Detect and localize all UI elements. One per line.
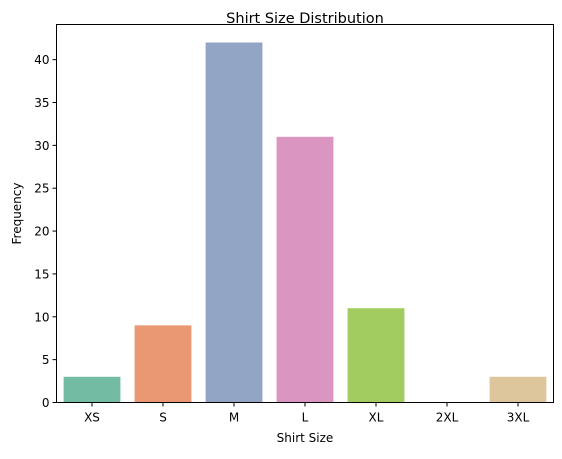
- y-tick-label: 10: [34, 310, 49, 324]
- y-axis-title: Frequency: [10, 183, 24, 245]
- x-tick-label: 3XL: [507, 411, 530, 425]
- y-tick-label: 5: [42, 353, 50, 367]
- bar-m: [206, 43, 263, 403]
- y-tick-label: 20: [34, 225, 49, 239]
- x-tick-label: S: [159, 411, 167, 425]
- bars-layer: [64, 43, 547, 403]
- y-axis-ticks: 0 5 10 15 20 25 30 35 40: [34, 53, 56, 410]
- bar-xl: [348, 308, 405, 402]
- chart-title: Shirt Size Distribution: [226, 11, 384, 27]
- y-tick-label: 0: [42, 396, 50, 410]
- x-tick-label: M: [229, 411, 239, 425]
- x-tick-label: L: [302, 411, 309, 425]
- x-tick-label: 2XL: [436, 411, 459, 425]
- bar-l: [277, 137, 334, 403]
- x-tick-label: XL: [369, 411, 384, 425]
- y-tick-label: 30: [34, 139, 49, 153]
- y-tick-label: 15: [34, 267, 49, 281]
- bar-xs: [64, 377, 121, 403]
- x-tick-label: XS: [84, 411, 100, 425]
- x-axis-ticks: XS S M L XL 2XL 3XL: [84, 403, 530, 425]
- y-tick-label: 25: [34, 182, 49, 196]
- y-tick-label: 35: [34, 96, 49, 110]
- bar-3xl: [490, 377, 547, 403]
- bar-s: [135, 325, 192, 402]
- y-tick-label: 40: [34, 53, 49, 67]
- x-axis-title: Shirt Size: [277, 431, 334, 445]
